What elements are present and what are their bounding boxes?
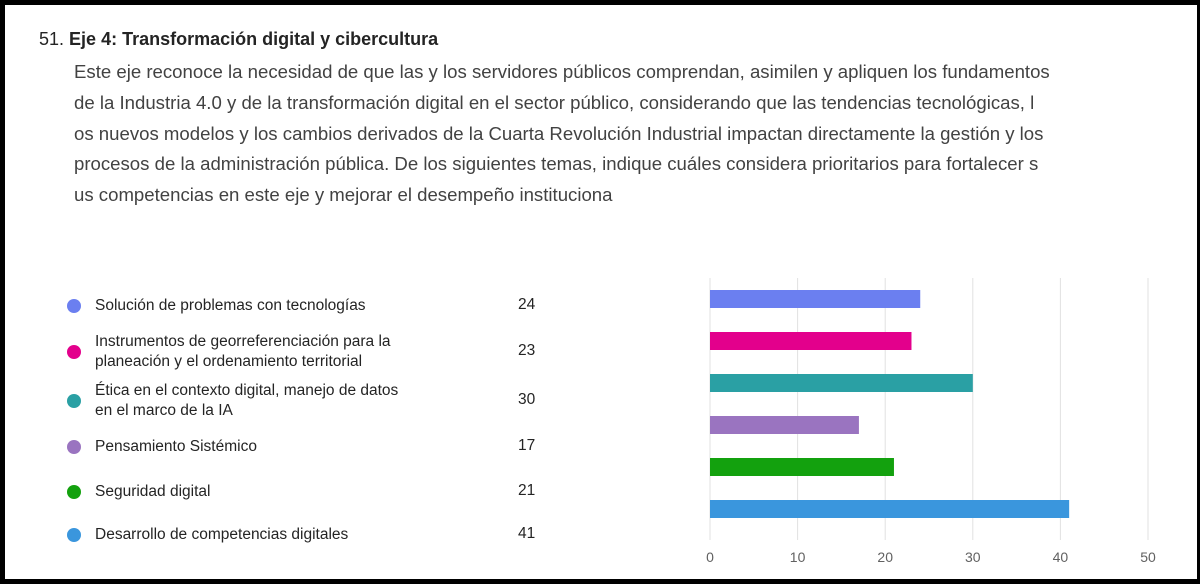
x-tick-label: 30 <box>965 549 981 565</box>
question-number: 51. <box>39 29 65 49</box>
legend-dot <box>67 394 81 408</box>
legend-item: Ética en el contexto digital, manejo de … <box>5 381 565 421</box>
legend-label: Ética en el contexto digital, manejo de … <box>95 382 399 419</box>
response-count: 41 <box>518 525 536 542</box>
x-tick-label: 20 <box>877 549 893 565</box>
legend-dot <box>67 528 81 542</box>
bar <box>710 500 1070 518</box>
x-tick-label: 0 <box>706 549 714 565</box>
description-line: Este eje reconoce la necesidad de que la… <box>74 61 1050 82</box>
bar <box>710 290 921 308</box>
response-count: 17 <box>518 437 536 454</box>
legend-label: Desarrollo de competencias digitales <box>95 526 349 543</box>
question-title: Eje 4: Transformación digital y cibercul… <box>69 29 439 49</box>
x-tick-label: 50 <box>1140 549 1156 565</box>
bar-chart: 0 10 20 30 40 50 <box>706 278 1156 565</box>
bar <box>710 416 859 434</box>
description-line: de la Industria 4.0 y de la transformaci… <box>74 91 1035 113</box>
response-count: 21 <box>518 482 536 499</box>
legend-label: Solución de problemas con tecnologías <box>95 297 366 314</box>
description-line: procesos de la administración pública. D… <box>74 153 1039 175</box>
question-description: Este eje reconoce la necesidad de que la… <box>74 57 1197 211</box>
legend-item: Solución de problemas con tecnologías 24 <box>5 286 565 326</box>
legend-dot <box>67 299 81 313</box>
description-line: us competencias en este eje y mejorar el… <box>74 184 613 206</box>
x-tick-label: 40 <box>1053 549 1069 565</box>
legend-label: Instrumentos de georreferenciación para … <box>95 333 391 370</box>
bar <box>710 374 973 392</box>
bar <box>710 458 894 476</box>
legend-dot <box>67 345 81 359</box>
legend-item: Pensamiento Sistémico 17 <box>5 427 565 467</box>
legend-item: Seguridad digital 21 <box>5 472 565 512</box>
response-count: 30 <box>518 391 536 408</box>
legend-dot <box>67 485 81 499</box>
legend-dot <box>67 440 81 454</box>
x-tick-label: 10 <box>790 549 806 565</box>
legend-item: Desarrollo de competencias digitales 41 <box>5 515 565 555</box>
legend-label: Pensamiento Sistémico <box>95 438 257 455</box>
description-line: os nuevos modelos y los cambios derivado… <box>74 122 1044 144</box>
legend-label: Seguridad digital <box>95 483 211 500</box>
response-count: 23 <box>518 342 536 359</box>
bar <box>710 332 912 350</box>
question-header: 51. Eje 4: Transformación digital y cibe… <box>39 29 438 50</box>
legend-item: Instrumentos de georreferenciación para … <box>5 332 565 372</box>
response-count: 24 <box>518 296 536 313</box>
